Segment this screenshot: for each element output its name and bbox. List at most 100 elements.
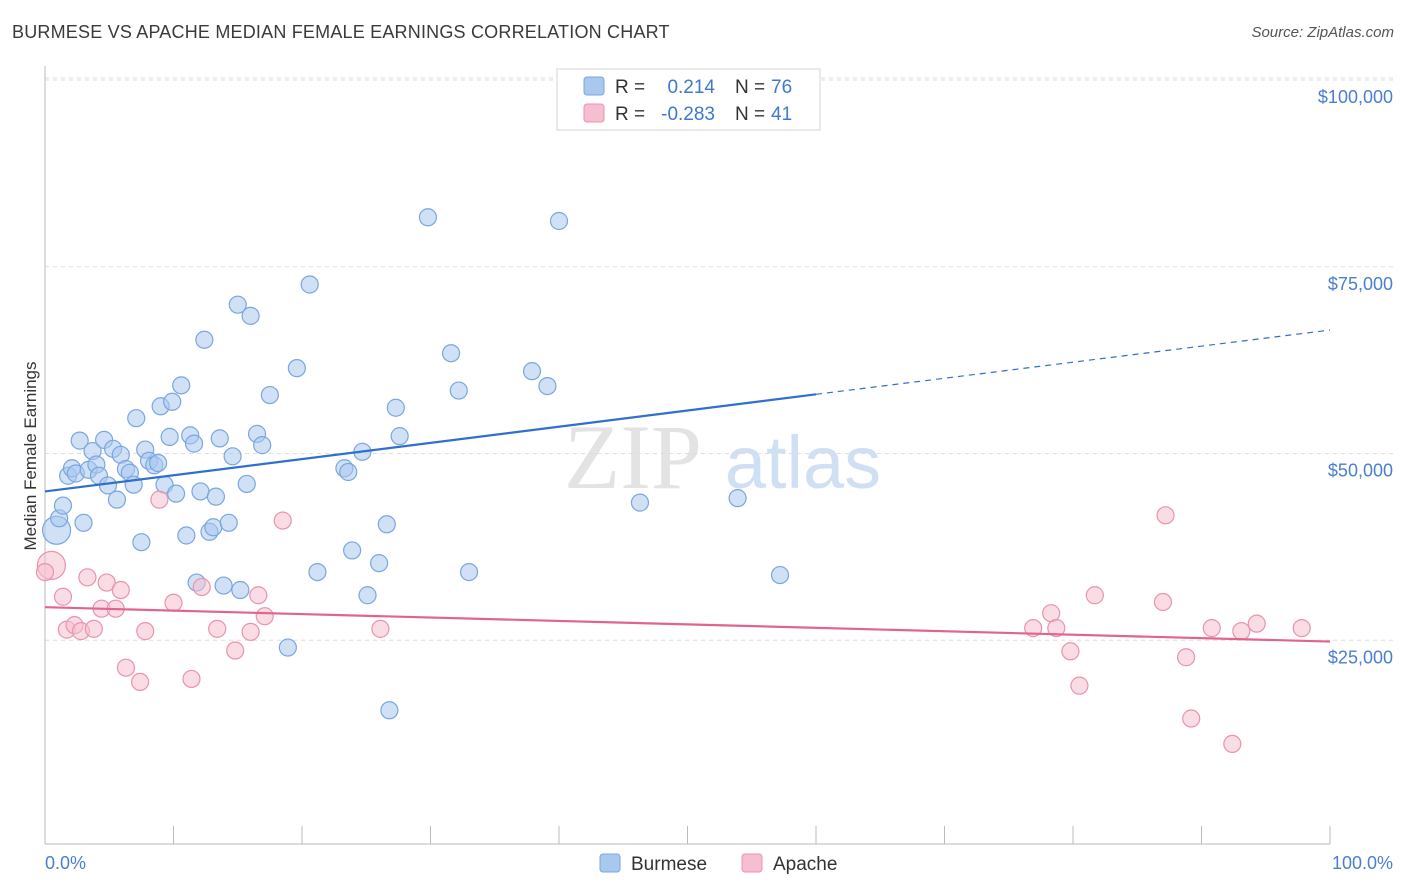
burmese-point bbox=[300, 275, 319, 294]
burmese-point bbox=[160, 427, 179, 446]
burmese-point bbox=[214, 576, 233, 595]
y-tick-label: $75,000 bbox=[1328, 274, 1393, 294]
apache-trend-line bbox=[44, 606, 1331, 643]
burmese-point bbox=[358, 586, 377, 605]
apache-point bbox=[164, 593, 183, 612]
burmese-point bbox=[253, 436, 272, 455]
legend-r-label-burmese: R = bbox=[615, 77, 645, 98]
apache-point bbox=[1061, 642, 1080, 661]
x-tick-label-max: 100.0% bbox=[1332, 853, 1393, 873]
apache-point bbox=[1085, 586, 1104, 605]
burmese-point bbox=[223, 447, 242, 466]
legend-r-value-apache: -0.283 bbox=[661, 104, 715, 125]
apache-point bbox=[1176, 648, 1196, 667]
chart-title: BURMESE VS APACHE MEDIAN FEMALE EARNINGS… bbox=[12, 22, 670, 42]
legend-swatch-burmese bbox=[583, 76, 605, 96]
burmese-point bbox=[549, 211, 569, 231]
burmese-point bbox=[166, 484, 186, 503]
series-legend-label-burmese: Burmese bbox=[631, 854, 707, 875]
apache-point bbox=[150, 490, 169, 509]
burmese-point bbox=[287, 359, 306, 378]
legend-r-label-apache: R = bbox=[615, 104, 645, 125]
apache-point bbox=[273, 511, 292, 530]
burmese-point bbox=[237, 474, 256, 494]
burmese-point bbox=[630, 493, 650, 512]
burmese-trend-line bbox=[44, 393, 817, 493]
apache-point bbox=[97, 573, 116, 592]
burmese-point bbox=[260, 385, 279, 405]
series-legend-label-apache: Apache bbox=[773, 854, 837, 875]
burmese-point bbox=[308, 562, 327, 582]
apache-point bbox=[182, 669, 201, 689]
apache-point bbox=[1232, 622, 1251, 641]
burmese-point bbox=[241, 306, 260, 325]
burmese-point bbox=[204, 518, 223, 537]
apache-point bbox=[35, 562, 55, 582]
watermark-zip: ZIP bbox=[564, 406, 702, 508]
burmese-point bbox=[278, 638, 297, 657]
apache-point bbox=[1223, 734, 1242, 754]
burmese-point bbox=[177, 526, 196, 545]
burmese-point bbox=[538, 376, 557, 396]
burmese-point bbox=[195, 330, 214, 349]
burmese-point bbox=[184, 434, 204, 453]
burmese-point bbox=[231, 580, 250, 600]
watermark-atlas: atlas bbox=[725, 421, 881, 504]
x-tick-label-min: 0.0% bbox=[45, 853, 86, 873]
legend-swatch-apache bbox=[583, 103, 605, 123]
legend-n-value-apache: 41 bbox=[771, 104, 792, 125]
apache-point bbox=[1247, 614, 1266, 633]
burmese-points bbox=[41, 208, 790, 720]
apache-point bbox=[192, 577, 211, 597]
burmese-point bbox=[210, 429, 229, 448]
burmese-point bbox=[191, 482, 210, 501]
apache-points bbox=[35, 490, 1311, 754]
legend-n-label-burmese: N = bbox=[735, 77, 765, 98]
y-tick-label: $100,000 bbox=[1318, 87, 1393, 107]
legend-r-value-burmese: 0.214 bbox=[667, 77, 715, 98]
x-axis-ticks bbox=[44, 826, 1331, 844]
apache-point bbox=[255, 607, 274, 626]
apache-point bbox=[136, 622, 155, 641]
apache-point bbox=[78, 568, 97, 587]
apache-point bbox=[1156, 506, 1175, 525]
grid-lines bbox=[45, 77, 1393, 641]
burmese-point bbox=[390, 427, 409, 446]
burmese-point bbox=[343, 541, 362, 560]
apache-point bbox=[371, 619, 390, 638]
series-legend: Burmese Apache bbox=[599, 853, 837, 875]
legend-n-label-apache: N = bbox=[735, 104, 765, 125]
correlation-legend: R = 0.214 N = 76 R = -0.283 N = 41 bbox=[556, 68, 821, 131]
apache-point bbox=[130, 672, 150, 692]
burmese-point bbox=[339, 462, 358, 482]
apache-point bbox=[1182, 709, 1201, 728]
burmese-point bbox=[380, 701, 399, 720]
watermark: ZIP atlas bbox=[564, 406, 881, 508]
burmese-point bbox=[107, 490, 127, 509]
burmese-trend-extension bbox=[815, 329, 1331, 395]
burmese-point bbox=[522, 362, 542, 381]
burmese-point bbox=[74, 513, 93, 532]
trend-lines bbox=[44, 329, 1331, 643]
burmese-point bbox=[770, 565, 790, 585]
series-legend-swatch-burmese bbox=[599, 853, 621, 873]
apache-point bbox=[1292, 619, 1311, 638]
burmese-point bbox=[132, 533, 151, 552]
apache-point bbox=[241, 622, 260, 641]
series-legend-swatch-apache bbox=[741, 853, 763, 873]
burmese-point bbox=[377, 515, 396, 534]
apache-point bbox=[53, 587, 73, 606]
apache-point bbox=[116, 658, 136, 677]
burmese-point bbox=[53, 496, 73, 515]
burmese-point bbox=[172, 376, 191, 395]
legend-n-value-burmese: 76 bbox=[771, 77, 792, 98]
apache-point bbox=[1153, 592, 1173, 612]
burmese-point bbox=[219, 513, 238, 532]
apache-point bbox=[226, 641, 245, 660]
y-tick-label: $25,000 bbox=[1328, 647, 1393, 667]
burmese-point bbox=[386, 398, 405, 417]
y-axis-label: Median Female Earnings bbox=[21, 362, 40, 551]
burmese-point bbox=[228, 295, 247, 314]
burmese-point bbox=[459, 562, 479, 582]
